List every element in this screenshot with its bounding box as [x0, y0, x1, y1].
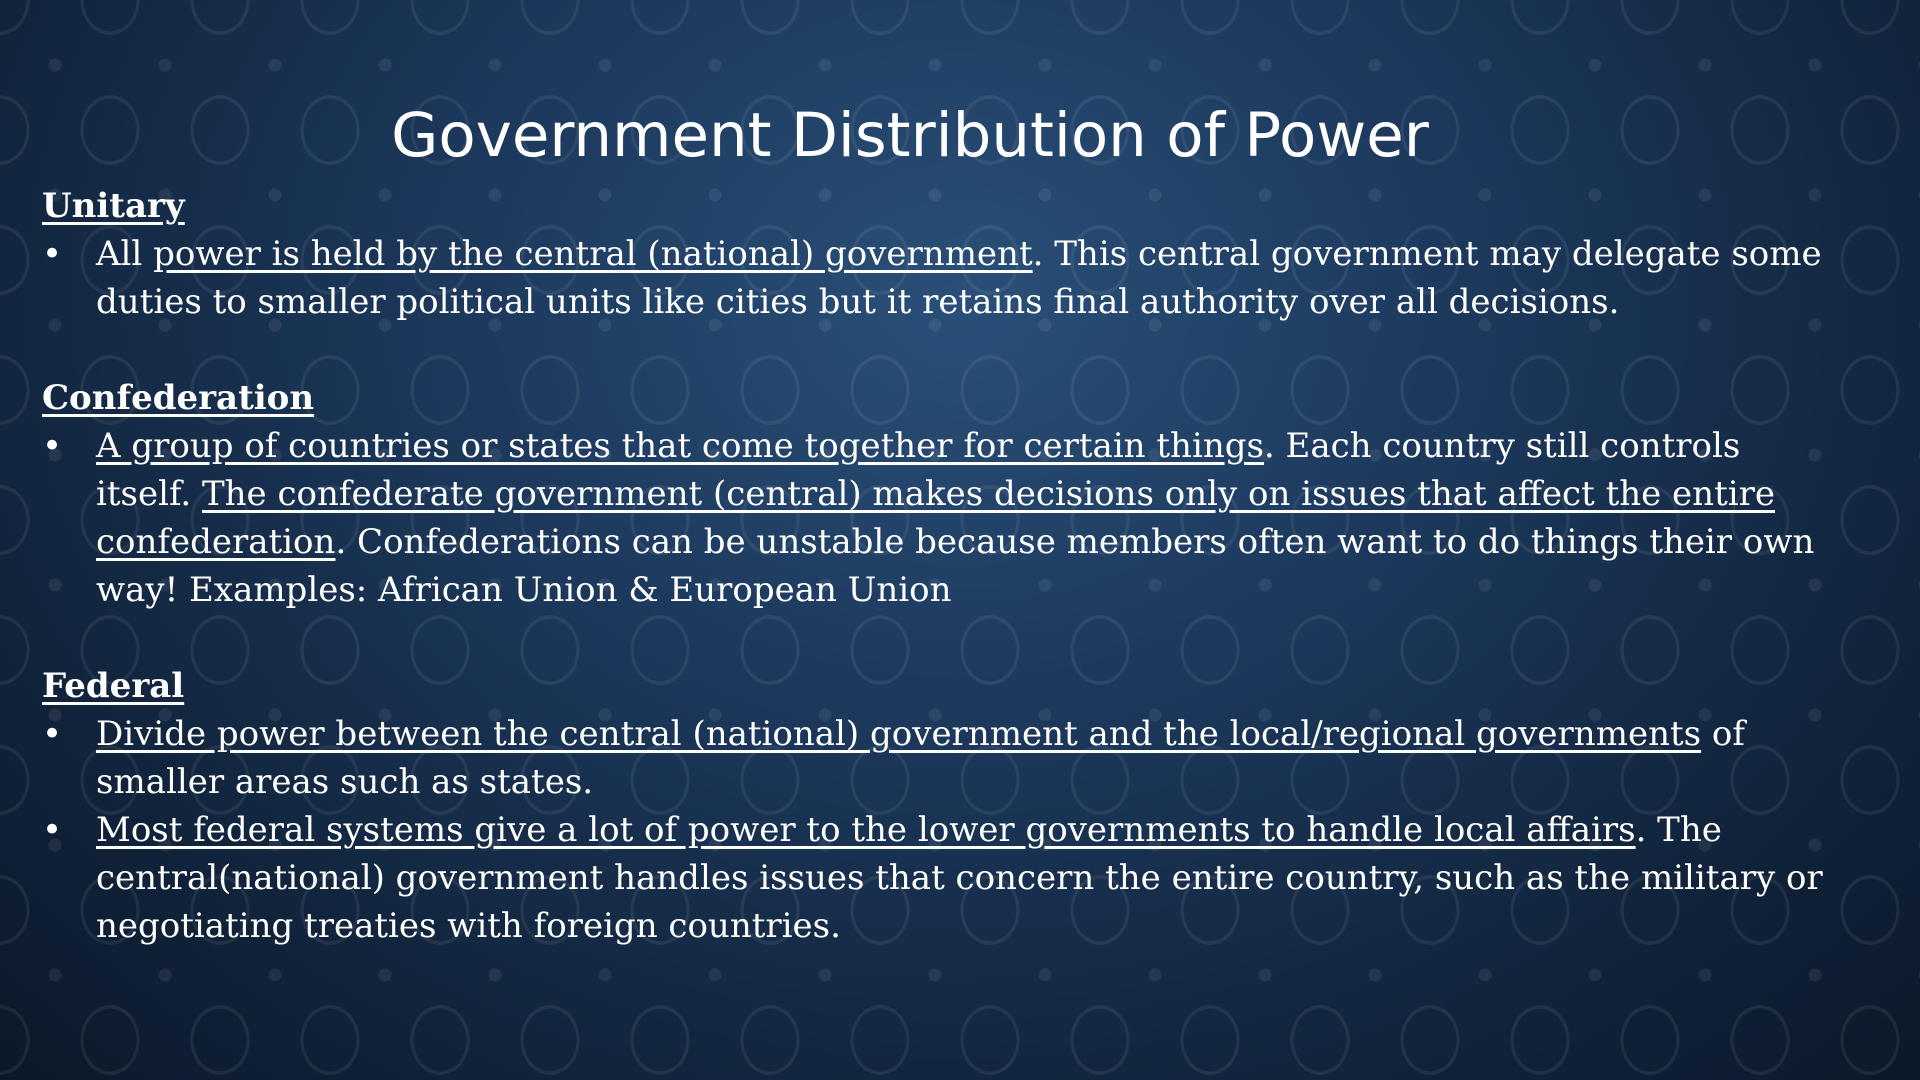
slide-title: Government Distribution of Power	[391, 100, 1429, 171]
text-run: of smaller areas such as states.	[96, 714, 1745, 802]
underlined-text-run: The confederate government (central) mak…	[96, 474, 1775, 562]
underlined-text-run: A group of countries or states that come…	[96, 426, 1264, 466]
section-federal: Federal • Divide power between the centr…	[42, 662, 1832, 950]
section-unitary: Unitary • All power is held by the centr…	[42, 182, 1832, 326]
bullet-list: • Divide power between the central (nati…	[42, 710, 1832, 950]
slide-content: Unitary • All power is held by the centr…	[42, 182, 1832, 950]
text-run: . Each country still controls itself.	[96, 426, 1741, 514]
underlined-text-run: Most federal systems give a lot of power…	[96, 810, 1636, 850]
bullet-list: • A group of countries or states that co…	[42, 422, 1832, 614]
bullet-item: • All power is held by the central (nati…	[42, 230, 1832, 326]
bullet-item: • A group of countries or states that co…	[42, 422, 1832, 614]
bullet-dot-icon: •	[42, 426, 63, 466]
underlined-text-run: Divide power between the central (nation…	[96, 714, 1702, 754]
underlined-text-run: power is held by the central (national) …	[153, 234, 1033, 274]
bullet-dot-icon: •	[42, 714, 63, 754]
text-run: . Confederations can be unstable because…	[96, 522, 1815, 610]
bullet-item: • Divide power between the central (nati…	[42, 710, 1832, 806]
section-heading: Unitary	[42, 186, 185, 226]
bullet-dot-icon: •	[42, 810, 63, 850]
text-run: All	[96, 234, 154, 274]
text-run: . The central(national) government handl…	[96, 810, 1823, 946]
section-confederation: Confederation • A group of countries or …	[42, 374, 1832, 614]
text-run: . This central government may delegate s…	[96, 234, 1822, 322]
bullet-dot-icon: •	[42, 234, 63, 274]
bullet-item: • Most federal systems give a lot of pow…	[42, 806, 1832, 950]
section-heading: Confederation	[42, 378, 315, 418]
bullet-list: • All power is held by the central (nati…	[42, 230, 1832, 326]
section-heading: Federal	[42, 666, 185, 706]
